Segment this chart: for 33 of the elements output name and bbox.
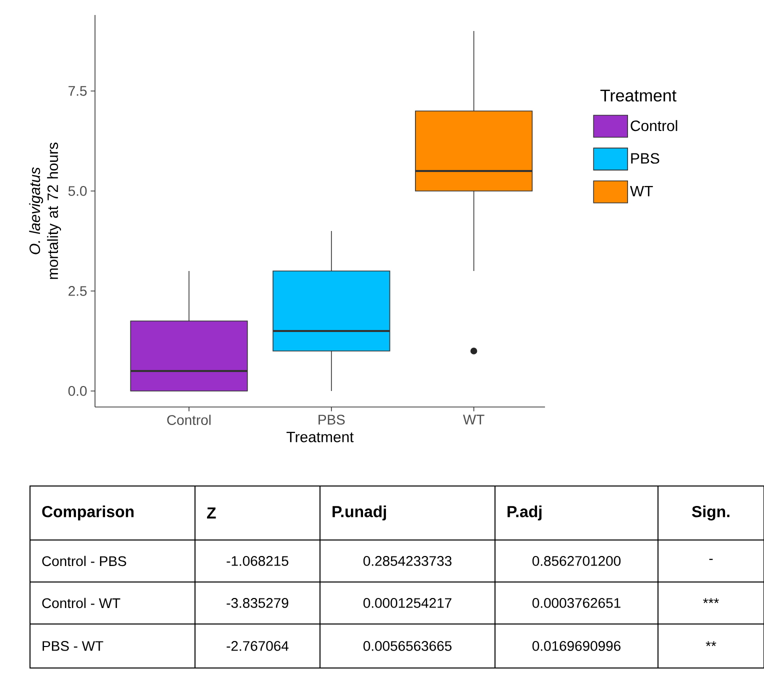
text: 0.0003762651 <box>532 598 620 608</box>
y-axis-title: O. laevigatus mortality at 72 hours <box>29 142 61 279</box>
text: Control - PBS <box>42 556 126 566</box>
legend-title: Treatment <box>600 90 676 102</box>
text: Z <box>206 508 216 518</box>
text: 0.0169690996 <box>532 641 620 651</box>
text: Comparison <box>42 506 134 520</box>
text: - <box>709 558 713 560</box>
x-tick-label: PBS <box>318 414 345 425</box>
text: *** <box>703 598 719 604</box>
text: 0.0056563665 <box>363 641 452 651</box>
y-tick-label: 5.0 <box>68 186 87 196</box>
y-tick-label: 0.0 <box>68 386 87 396</box>
text: -1.068215 <box>226 556 288 566</box>
legend-label: WT <box>630 186 653 196</box>
text: -3.835279 <box>226 598 288 608</box>
legend-label: Control <box>630 120 678 132</box>
text: ** <box>706 641 716 646</box>
x-axis-title: Treatment <box>286 432 354 442</box>
text: 0.2854233733 <box>363 556 452 566</box>
y-tick-label: 7.5 <box>68 86 87 96</box>
y-tick-label: 2.5 <box>68 286 87 296</box>
x-tick-label: WT <box>463 414 484 424</box>
legend-label: PBS <box>631 153 660 164</box>
text: 0.8562701200 <box>532 556 621 566</box>
text: 0.0001254217 <box>363 598 452 608</box>
text: P.adj <box>508 506 542 520</box>
x-tick-label: Control <box>167 414 211 426</box>
text: -2.767064 <box>226 641 288 651</box>
text: PBS - WT <box>42 641 104 651</box>
text: P.unadj <box>332 506 386 520</box>
text: Sign. <box>692 506 730 520</box>
text: Control - WT <box>42 598 120 608</box>
